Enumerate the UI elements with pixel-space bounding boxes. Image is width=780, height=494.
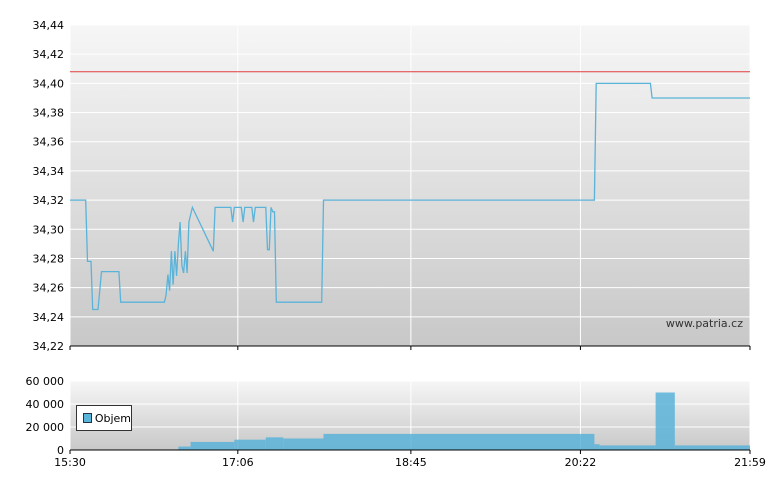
x-tick-label: 21:59 [734, 456, 766, 469]
price-y-tick-label: 34,38 [33, 107, 65, 120]
price-y-tick-label: 34,30 [33, 223, 65, 236]
price-y-tick-label: 34,26 [33, 282, 65, 295]
x-tick-label: 17:06 [222, 456, 254, 469]
volume-bar [594, 444, 600, 450]
price-plot-background [70, 25, 750, 346]
volume-panel: 60 000 40 000 20 000 015:30 17:06 18:45 20:22 2… [26, 375, 766, 469]
volume-bar [178, 446, 191, 450]
x-tick-label: 20:22 [565, 456, 597, 469]
volume-bar [283, 438, 324, 450]
volume-y-tick-label: 40 000 [26, 398, 65, 411]
volume-y-tick-label: 20 000 [26, 421, 65, 434]
volume-bar [265, 437, 284, 450]
watermark: www.patria.cz [666, 317, 743, 330]
price-y-tick-label: 34,42 [33, 48, 65, 61]
volume-legend: Objem [76, 405, 132, 431]
volume-bar [674, 445, 750, 450]
price-y-tick-label: 34,24 [33, 311, 65, 324]
legend-label: Objem [94, 411, 131, 425]
price-y-tick-label: 34,44 [33, 19, 65, 32]
legend-swatch [83, 413, 92, 423]
volume-bar [323, 433, 595, 450]
price-y-tick-label: 34,36 [33, 136, 65, 149]
price-panel: 34,44 34,42 34,40 34,38 34,36 34,34 34,32 34,30… [33, 19, 751, 353]
volume-y-tick-label: 0 [57, 444, 64, 457]
volume-y-tick-label: 60 000 [26, 375, 65, 388]
x-tick-label: 15:30 [54, 456, 86, 469]
volume-bar [599, 445, 656, 450]
x-tick-label: 18:45 [395, 456, 427, 469]
price-series-line [70, 82, 750, 311]
volume-bar [190, 441, 235, 450]
price-y-tick-label: 34,28 [33, 252, 65, 265]
volume-bar [655, 392, 675, 450]
price-y-tick-label: 34,34 [33, 165, 65, 178]
price-y-tick-label: 34,32 [33, 194, 65, 207]
price-y-tick-label: 34,22 [33, 340, 65, 353]
volume-bar [234, 439, 266, 450]
price-y-tick-label: 34,40 [33, 77, 65, 90]
